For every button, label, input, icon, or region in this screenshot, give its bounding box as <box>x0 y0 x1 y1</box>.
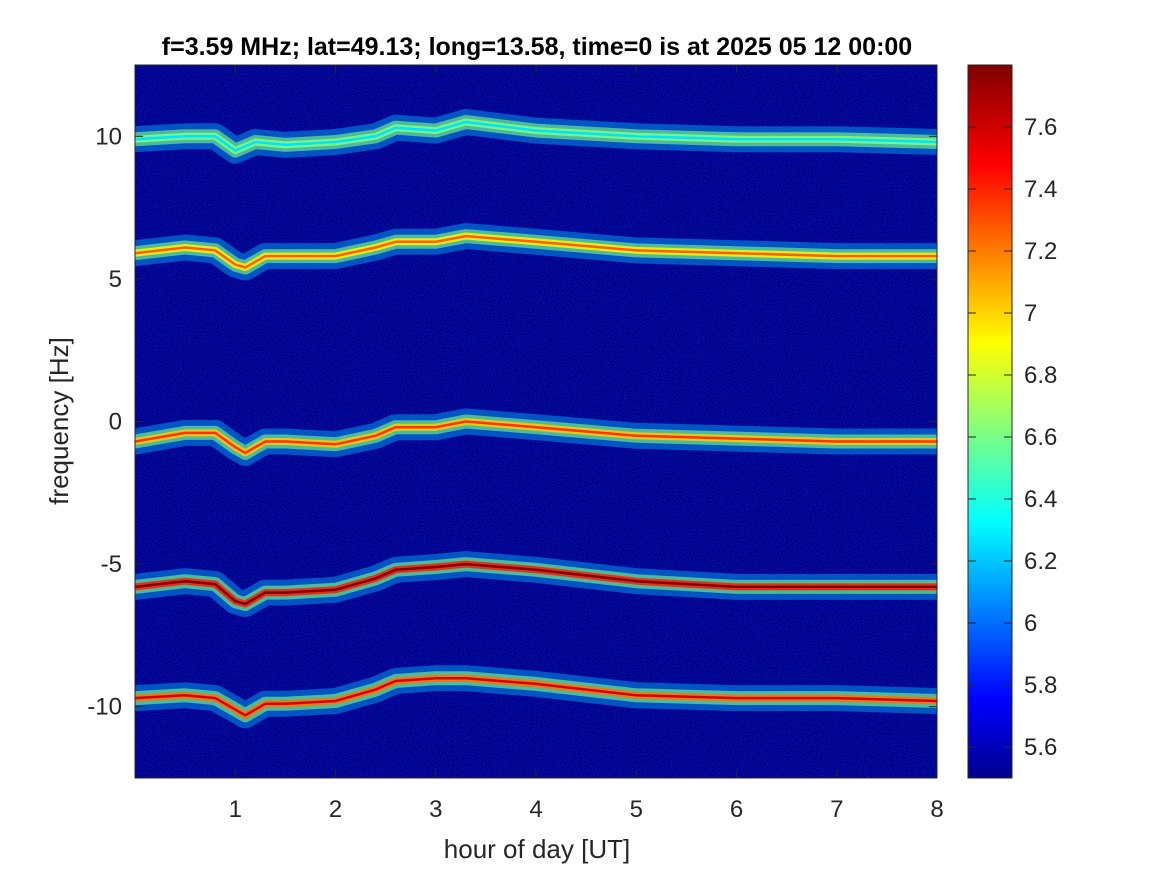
x-tick-label: 1 <box>229 796 242 823</box>
trace-1-layer-4 <box>135 120 937 152</box>
colorbar-tick-label: 7.2 <box>1024 238 1057 265</box>
colorbar-tick-label: 6.8 <box>1024 362 1057 389</box>
trace-2-layer-4 <box>135 234 937 269</box>
x-tick-label: 4 <box>529 796 542 823</box>
colorbar: 7.6 7.4 7.2 7 6.8 6.6 6.4 6.2 6 5.8 5.6 <box>967 64 1057 779</box>
x-tick-label: 6 <box>730 796 743 823</box>
y-tick-label: -5 <box>101 551 122 578</box>
chart-title: f=3.59 MHz; lat=49.13; long=13.58, time=… <box>162 33 912 61</box>
trace-layer <box>135 109 937 729</box>
colorbar-tick-label: 7 <box>1024 300 1037 327</box>
colorbar-tick-label: 6.4 <box>1024 486 1057 513</box>
colorbar-gradient <box>968 65 1012 778</box>
y-axis: 10 5 0 -5 -10 <box>87 123 937 721</box>
colorbar-tick-label: 7.6 <box>1024 114 1057 141</box>
plot-area <box>134 64 938 779</box>
y-tick-label: 10 <box>95 123 122 150</box>
trace-5-layer-4 <box>135 676 937 717</box>
x-axis: 1 2 3 4 5 6 7 8 <box>229 65 944 823</box>
y-axis-label: frequency [Hz] <box>44 337 74 505</box>
colorbar-tick-label: 7.4 <box>1024 176 1057 203</box>
colorbar-frame <box>967 64 1013 779</box>
x-tick-label: 2 <box>329 796 342 823</box>
x-tick-label: 8 <box>930 796 943 823</box>
colorbar-tick-label: 6 <box>1024 610 1037 637</box>
y-tick-label: 0 <box>109 409 122 436</box>
y-tick-label: -10 <box>87 694 122 721</box>
trace-4-layer-4 <box>135 562 937 606</box>
colorbar-tick-label: 6.2 <box>1024 548 1057 575</box>
colorbar-tick-label: 5.8 <box>1024 672 1057 699</box>
trace-3-layer-4 <box>135 420 937 455</box>
x-tick-label: 5 <box>630 796 643 823</box>
x-tick-label: 3 <box>429 796 442 823</box>
colorbar-tick-label: 5.6 <box>1024 734 1057 761</box>
colorbar-ticks: 7.6 7.4 7.2 7 6.8 6.6 6.4 6.2 6 5.8 5.6 <box>968 114 1057 761</box>
x-tick-label: 7 <box>830 796 843 823</box>
colorbar-tick-label: 6.6 <box>1024 424 1057 451</box>
y-tick-label: 5 <box>109 266 122 293</box>
x-axis-label: hour of day [UT] <box>444 834 630 864</box>
